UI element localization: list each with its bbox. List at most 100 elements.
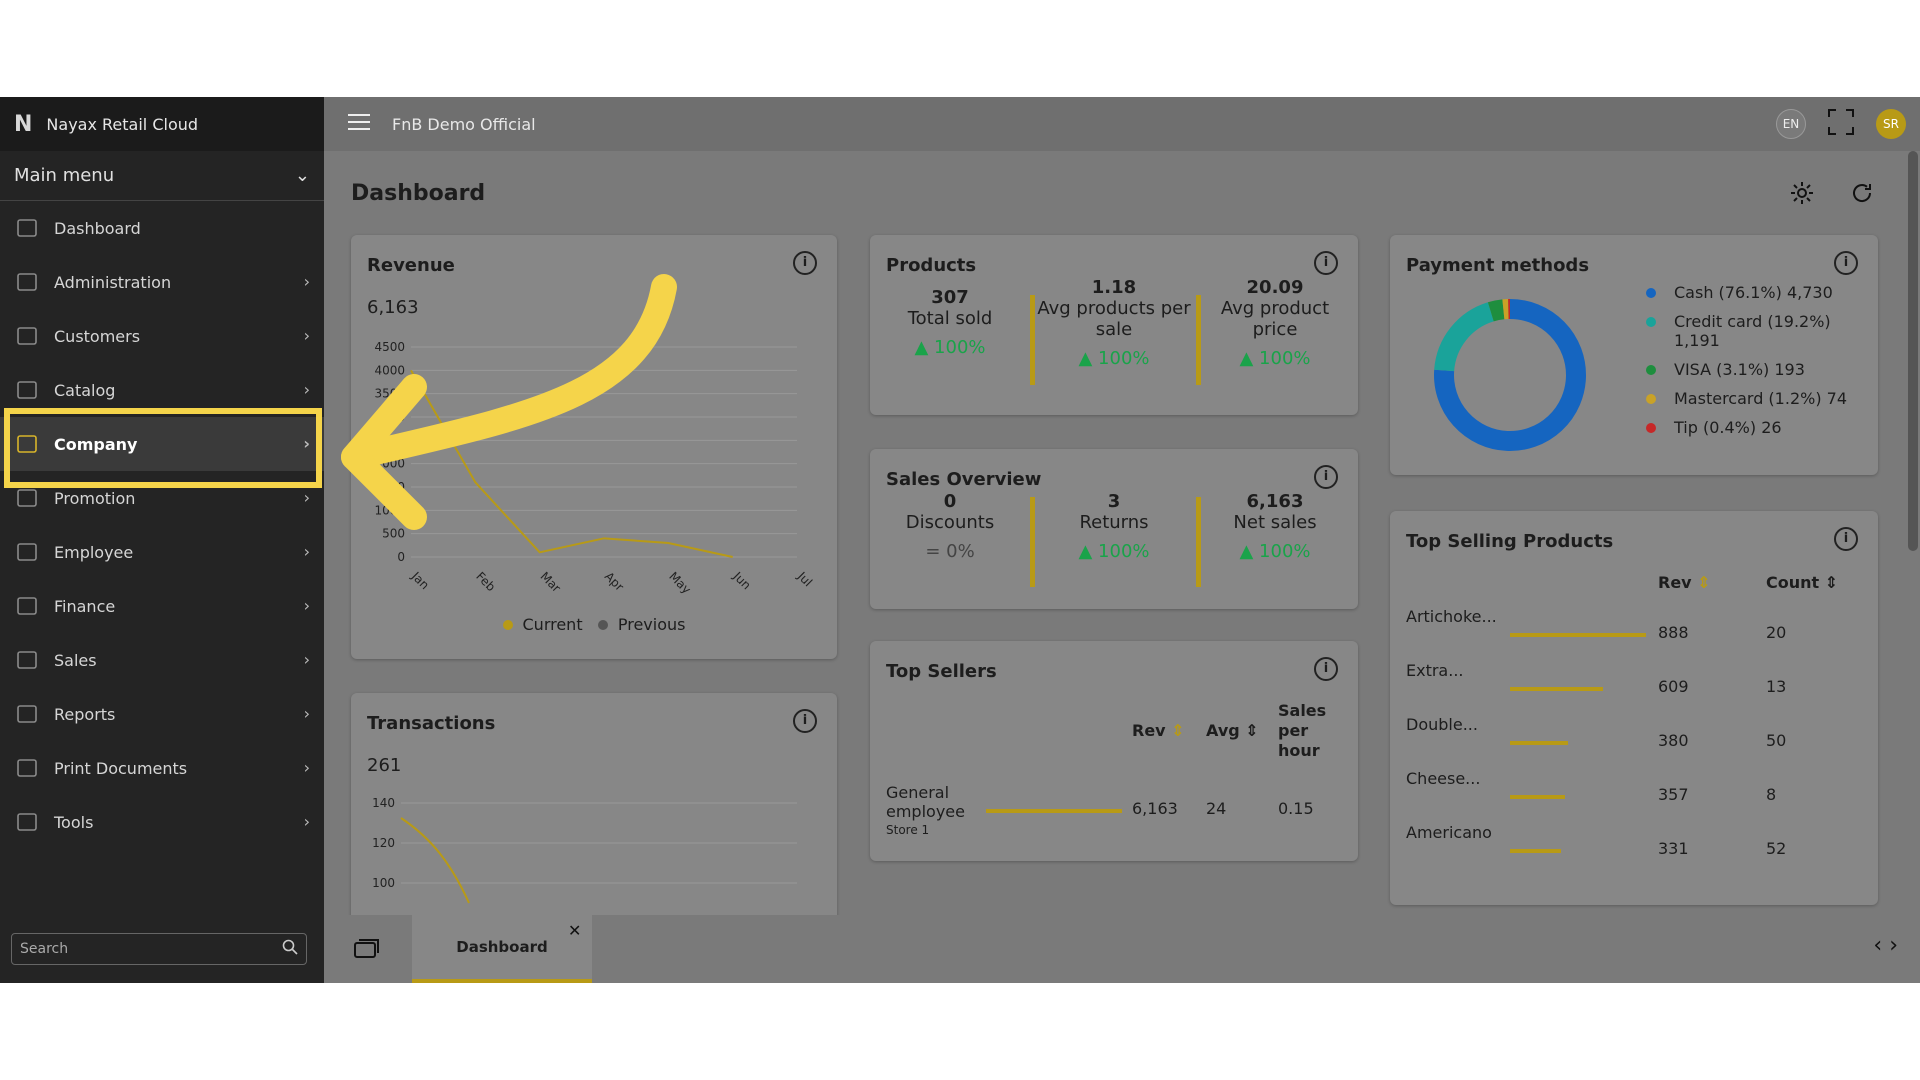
product-name: Extra... (1406, 661, 1464, 680)
product-rev: 331 (1658, 839, 1689, 858)
kpi-avg-products: 1.18 Avg products per sale ▲ 100% (1034, 277, 1194, 369)
payment-legend-item: Credit card (19.2%) 1,191 (1646, 312, 1866, 350)
divider (1196, 497, 1201, 587)
info-icon[interactable]: i (1314, 657, 1338, 681)
y-tick-label: 0 (397, 550, 405, 564)
y-tick-label: 140 (372, 796, 395, 810)
sidebar-item-label: Sales (54, 650, 97, 670)
settings-gear-icon[interactable] (1790, 181, 1814, 209)
seller-rev: 6,163 (1132, 799, 1178, 818)
kpi-avg-price: 20.09 Avg product price ▲ 100% (1200, 277, 1350, 369)
store-name: FnB Demo Official (392, 114, 536, 134)
sidebar-item-customers[interactable]: Customers › (0, 309, 324, 363)
product-name: Double... (1406, 715, 1478, 734)
dashboard-main: Dashboard Revenue i 6,163 0 500 1000 1500 20… (324, 151, 1920, 983)
language-selector[interactable]: EN (1776, 109, 1806, 139)
products-card: Products i 307 Total sold ▲ 100% 1.18 Avg p… (870, 235, 1358, 415)
info-icon[interactable]: i (793, 251, 817, 275)
legend-dot (1646, 317, 1656, 327)
info-icon[interactable]: i (1314, 251, 1338, 275)
col-rev-sort[interactable]: Rev ⇕ (1132, 721, 1185, 740)
sidebar-item-finance[interactable]: Finance › (0, 579, 324, 633)
col-avg-sort[interactable]: Avg ⇕ (1206, 721, 1259, 740)
donut-slice (1434, 299, 1586, 451)
sidebar-item-tools[interactable]: Tools › (0, 795, 324, 849)
legend-current: Current (522, 615, 583, 634)
refresh-icon[interactable] (1850, 181, 1874, 209)
fullscreen-icon[interactable] (1828, 109, 1854, 139)
info-icon[interactable]: i (1834, 527, 1858, 551)
sidebar-item-dashboard[interactable]: Dashboard (0, 201, 324, 255)
brand-title: Nayax Retail Cloud (46, 114, 199, 134)
y-tick-label: 500 (382, 527, 405, 541)
col-label: Count (1766, 573, 1820, 592)
info-icon[interactable]: i (1834, 251, 1858, 275)
sidebar-item-catalog[interactable]: Catalog › (0, 363, 324, 417)
kpi-value: 3 (1107, 491, 1121, 512)
tab-dashboard[interactable]: Dashboard (412, 915, 592, 983)
col-label: Avg (1206, 721, 1240, 740)
legend-dot (1646, 394, 1656, 404)
col-sph-sort[interactable]: Sales per hour (1278, 701, 1340, 761)
main-scrollbar[interactable] (1906, 151, 1920, 983)
product-count: 52 (1766, 839, 1787, 858)
sidebar-item-reports[interactable]: Reports › (0, 687, 324, 741)
kpi-change: 100% (934, 337, 986, 358)
y-tick-label: 1500 (374, 480, 405, 494)
y-tick-label: 3500 (374, 387, 405, 401)
chevron-right-icon: › (303, 704, 310, 723)
legend-dot (1646, 365, 1656, 375)
info-icon[interactable]: i (1314, 465, 1338, 489)
close-tab-icon[interactable]: ✕ (568, 921, 582, 940)
col-label: Rev (1132, 721, 1166, 740)
product-bar (1510, 741, 1568, 745)
chevron-right-icon: › (303, 650, 310, 669)
dashboard-icon (14, 217, 40, 239)
donut-slice (1487, 299, 1505, 322)
product-rev: 609 (1658, 677, 1689, 696)
kpi-label: Discounts (905, 512, 995, 533)
transactions-total: 261 (367, 755, 402, 776)
product-bar (1510, 633, 1646, 637)
payment-legend: Cash (76.1%) 4,730 Credit card (19.2%) 1,… (1646, 283, 1866, 447)
product-rev: 888 (1658, 623, 1689, 642)
gear-icon (14, 271, 40, 293)
chevron-right-icon: › (303, 326, 310, 345)
info-icon[interactable]: i (793, 709, 817, 733)
tab-scroll-arrows[interactable]: ‹ › (1873, 933, 1898, 958)
sidebar: N Nayax Retail Cloud Main menu ⌄ Dashboa… (0, 97, 324, 983)
kpi-value: 20.09 (1246, 277, 1304, 298)
legend-previous: Previous (617, 615, 686, 634)
sidebar-item-print-documents[interactable]: Print Documents › (0, 741, 324, 795)
product-bar (1510, 687, 1603, 691)
sidebar-item-administration[interactable]: Administration › (0, 255, 324, 309)
x-tick-label: Jan (408, 569, 432, 593)
revenue-card: Revenue i 6,163 0 500 1000 1500 2000 2500 3000… (351, 235, 837, 659)
kpi-label: Returns (1079, 512, 1149, 533)
up-arrow-icon: ▲ (1239, 541, 1260, 562)
sidebar-item-employee[interactable]: Employee › (0, 525, 324, 579)
sidebar-item-sales[interactable]: Sales › (0, 633, 324, 687)
col-count-sort[interactable]: Count ⇕ (1766, 573, 1838, 592)
kpi-total-sold: 307 Total sold ▲ 100% (870, 287, 1030, 358)
scrollbar-thumb[interactable] (1908, 151, 1918, 551)
sidebar-search-input[interactable]: Search (11, 933, 307, 965)
tabs-overview-icon[interactable] (354, 939, 380, 963)
brand-header: N Nayax Retail Cloud (0, 97, 324, 151)
up-arrow-icon: ▲ (914, 337, 935, 358)
chevron-right-icon: › (303, 272, 310, 291)
sidebar-item-company[interactable]: Company › (0, 417, 324, 471)
y-tick-label: 2000 (374, 457, 405, 471)
kpi-label: Avg products per sale (1037, 298, 1191, 340)
x-tick-label: Feb (473, 569, 498, 594)
sidebar-item-promotion[interactable]: Promotion › (0, 471, 324, 525)
hamburger-menu-icon[interactable] (348, 114, 370, 134)
col-label: Rev (1658, 573, 1692, 592)
product-rev: 380 (1658, 731, 1689, 750)
seller-bar (986, 809, 1122, 813)
col-rev-sort[interactable]: Rev ⇕ (1658, 573, 1711, 592)
seller-store: Store 1 (886, 823, 930, 837)
avatar[interactable]: SR (1876, 109, 1906, 139)
sales-overview-title: Sales Overview (886, 469, 1042, 490)
main-menu-toggle[interactable]: Main menu ⌄ (0, 151, 324, 201)
